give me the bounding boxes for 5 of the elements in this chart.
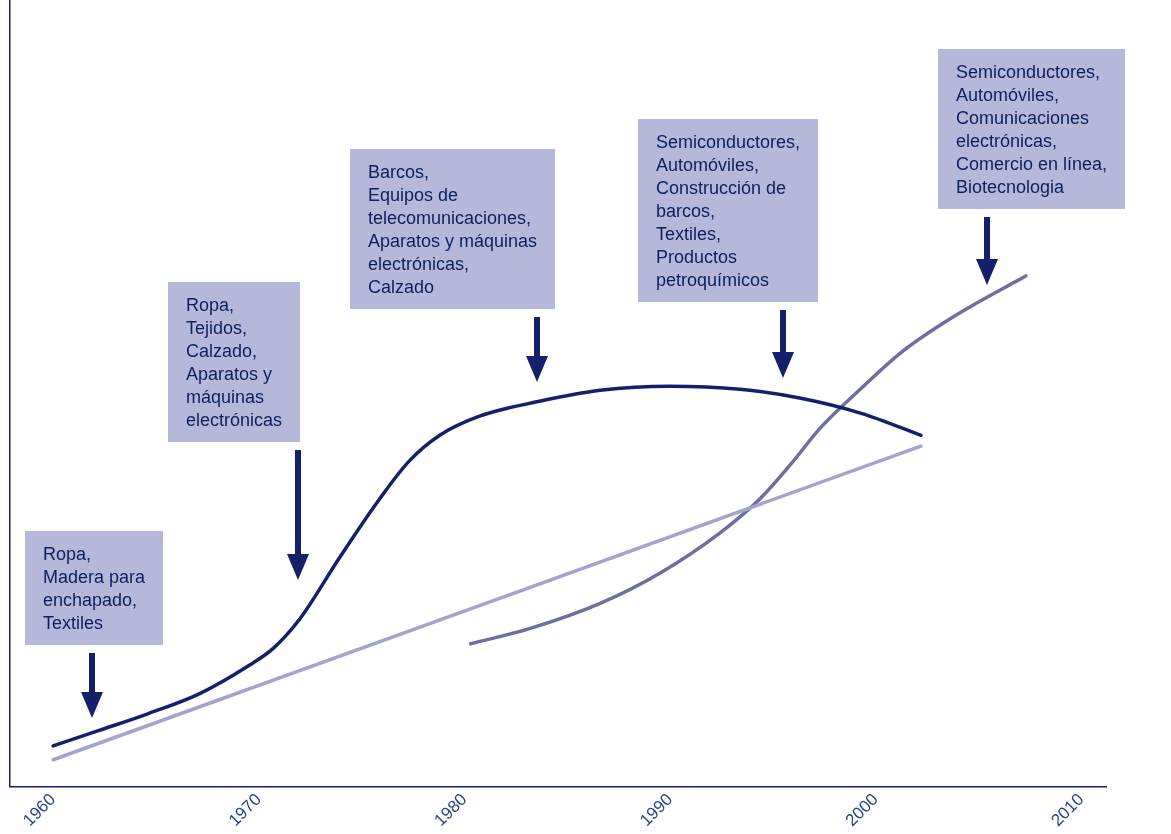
annotation: Barcos, Equipos de telecomunicaciones, Aparatos y máquinas electrónicas, Calzado [350,149,556,309]
annotation: Ropa, Tejidos, Calzado, Aparatos y máquinas electrónicas [168,282,301,442]
annotation: Semiconductores, Automóviles, Construcción de barcos, Textiles, Productos petroquímicos [638,119,819,302]
annotation: Ropa, Madera para enchapado, Textiles [25,531,164,645]
text: Semiconductores, Automóviles, Comunicaciones electrónicas, Comercio en línea, Biotecnologia [938,49,1126,209]
